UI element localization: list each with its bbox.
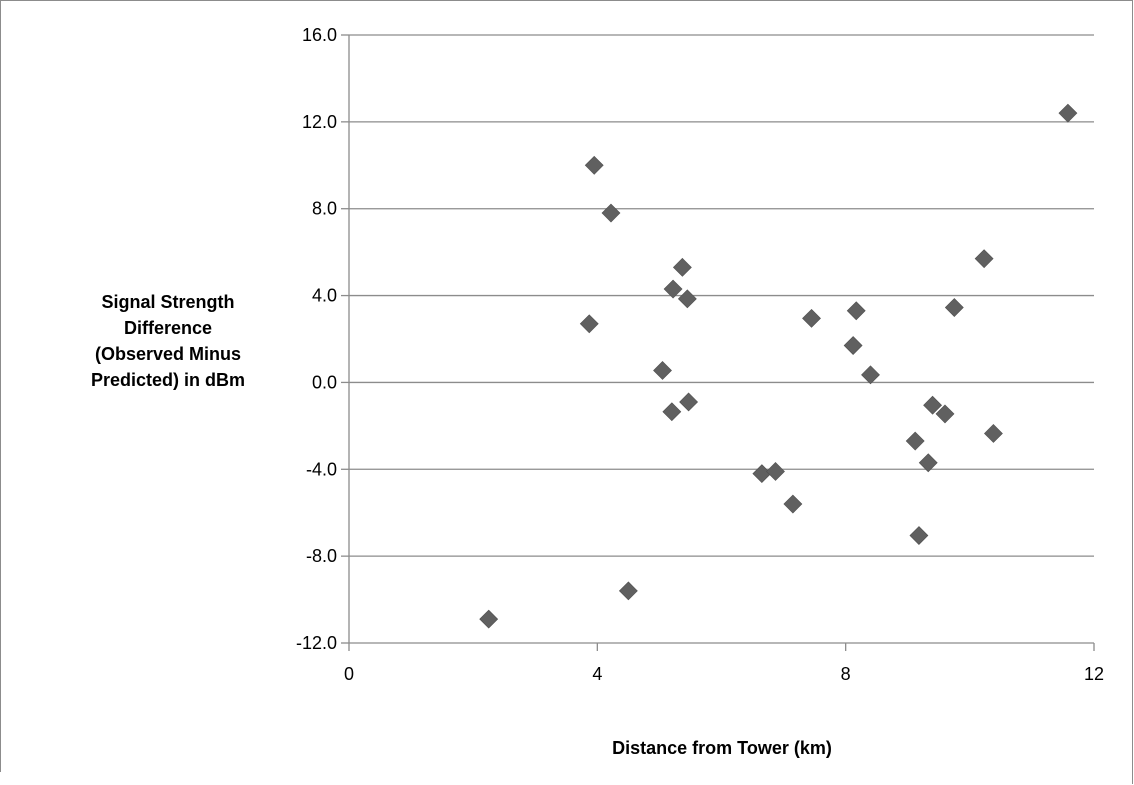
y-tick-label: -4.0 (306, 459, 337, 479)
data-point (905, 431, 925, 451)
data-point (579, 314, 599, 334)
data-point (918, 453, 938, 473)
data-point (584, 155, 604, 175)
data-point (663, 279, 683, 299)
x-tick-label: 8 (841, 664, 851, 684)
data-point (479, 609, 499, 629)
data-point (944, 298, 964, 317)
gridlines (349, 34, 1094, 557)
tick-labels: -12.0 -8.0 -4.0 0.0 4.0 8.0 12.0 16.0 0 4 8 12 (296, 25, 1104, 684)
y-tick-label: -8.0 (306, 546, 337, 566)
y-tick-label: -12.0 (296, 633, 337, 653)
data-point (974, 249, 994, 269)
axes (341, 34, 1095, 651)
y-axis-title-line: Signal Strength (101, 292, 234, 312)
x-tick-label: 12 (1084, 664, 1104, 684)
data-point (783, 494, 803, 514)
y-tick-label: 0.0 (312, 372, 337, 392)
y-axis-title-line: Predicted) in dBm (91, 370, 245, 390)
data-point (984, 424, 1003, 443)
data-point (618, 581, 638, 601)
data-point (843, 336, 863, 355)
data-point (935, 404, 955, 424)
data-point (766, 462, 785, 481)
data-point (601, 203, 621, 223)
data-point (653, 361, 672, 380)
data-point (861, 365, 880, 385)
y-tick-label: 12.0 (302, 112, 337, 132)
data-point (677, 289, 697, 309)
data-point (752, 464, 772, 484)
data-point (672, 257, 692, 277)
data-points (479, 103, 1078, 629)
y-tick-label: 8.0 (312, 199, 337, 219)
x-tick-label: 0 (344, 664, 354, 684)
data-point (679, 392, 699, 412)
data-point (923, 395, 943, 415)
y-axis-title-line: (Observed Minus (95, 344, 241, 364)
chart-frame-left-edge (0, 0, 1, 772)
data-point (846, 301, 866, 321)
data-point (1058, 103, 1078, 123)
x-tick-label: 4 (592, 664, 602, 684)
data-point (909, 526, 929, 545)
y-axis-title-line: Difference (124, 318, 212, 338)
data-point (802, 308, 821, 328)
y-axis-title: Signal Strength Difference (Observed Minus… (91, 292, 245, 390)
y-tick-label: 4.0 (312, 286, 337, 306)
x-axis-title: Distance from Tower (km) (612, 738, 832, 758)
y-tick-label: 16.0 (302, 25, 337, 45)
data-point (662, 402, 682, 422)
